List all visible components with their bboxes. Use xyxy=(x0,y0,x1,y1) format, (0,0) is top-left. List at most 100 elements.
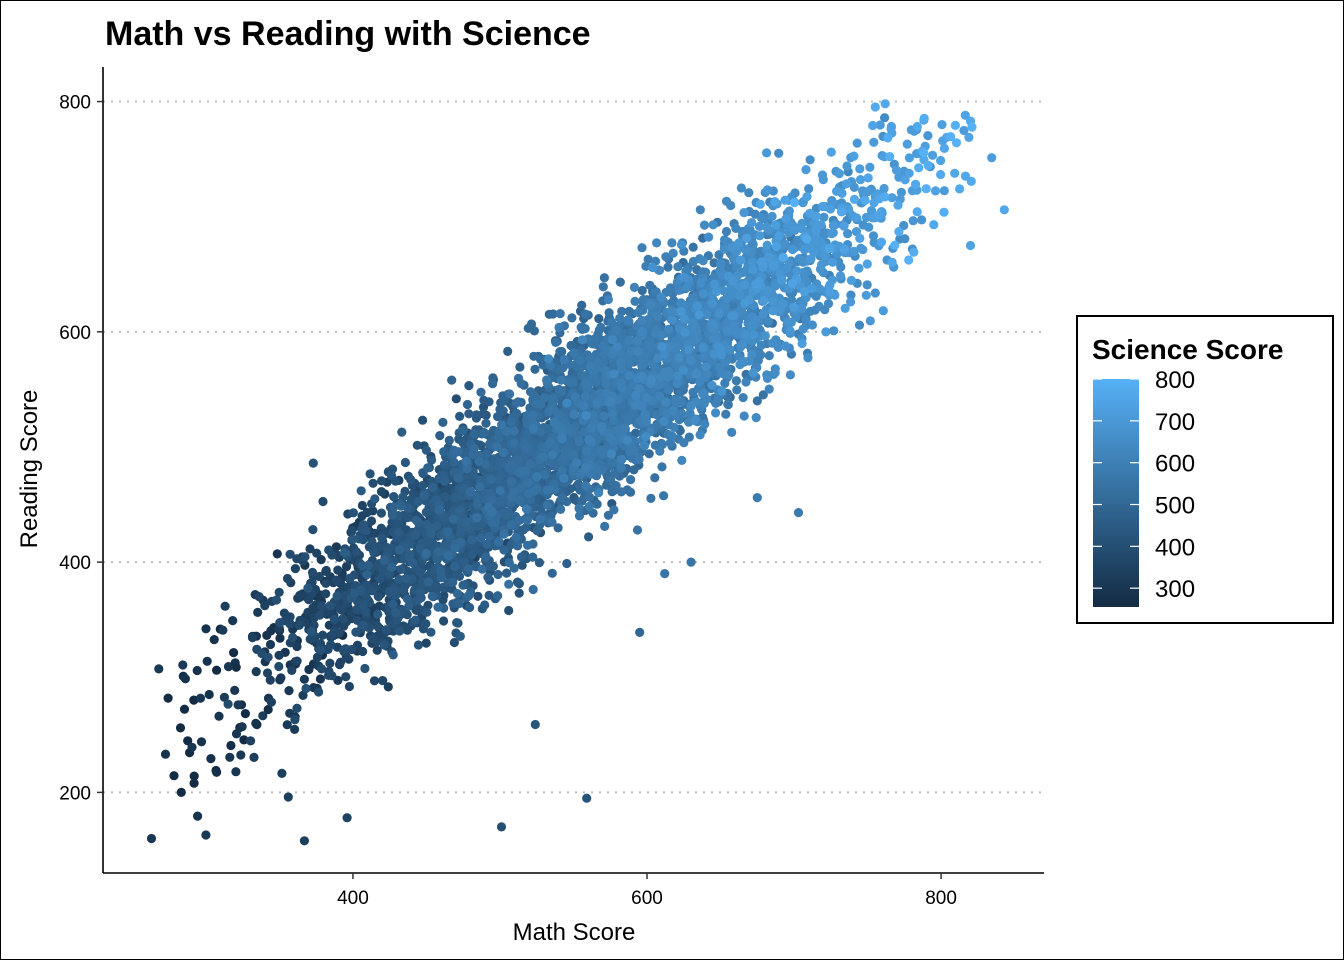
data-point xyxy=(863,173,873,183)
data-point xyxy=(803,353,813,363)
data-point xyxy=(498,396,509,406)
data-point xyxy=(605,432,615,443)
data-point xyxy=(801,314,811,324)
data-point xyxy=(512,577,523,587)
data-point xyxy=(633,346,643,356)
data-point xyxy=(617,454,627,464)
data-point xyxy=(566,340,576,351)
data-point xyxy=(626,346,636,356)
data-point xyxy=(230,658,240,668)
data-point xyxy=(904,153,915,163)
data-point xyxy=(672,379,682,389)
data-point xyxy=(476,533,486,543)
data-point xyxy=(555,347,565,357)
data-point xyxy=(321,589,331,599)
data-point xyxy=(444,551,454,561)
data-point xyxy=(625,335,635,345)
data-point xyxy=(433,602,443,612)
data-point xyxy=(809,235,820,245)
data-point xyxy=(657,342,667,352)
data-point xyxy=(789,302,799,312)
data-point xyxy=(317,664,327,674)
data-point xyxy=(458,425,468,435)
data-point xyxy=(228,616,238,626)
data-point xyxy=(708,321,719,331)
data-point xyxy=(784,206,795,216)
data-point xyxy=(654,265,665,275)
data-point xyxy=(376,487,387,497)
data-point xyxy=(436,573,447,583)
data-point xyxy=(214,711,224,721)
data-point xyxy=(714,308,725,318)
data-point xyxy=(730,324,740,334)
data-point xyxy=(305,544,315,554)
data-point xyxy=(387,562,397,572)
data-point xyxy=(276,673,286,683)
data-point xyxy=(762,285,773,295)
data-point xyxy=(449,445,459,455)
data-point xyxy=(685,355,696,365)
chart-title: Math vs Reading with Science xyxy=(105,15,591,53)
data-point xyxy=(828,257,838,267)
data-point xyxy=(914,163,924,173)
data-point xyxy=(668,405,678,416)
data-point xyxy=(728,276,738,286)
data-point xyxy=(472,513,482,523)
data-point xyxy=(354,534,364,544)
data-point xyxy=(325,658,335,668)
data-point xyxy=(469,444,479,454)
data-point xyxy=(584,532,594,542)
data-point xyxy=(674,353,684,363)
data-point xyxy=(762,240,772,250)
data-point xyxy=(727,427,737,437)
data-point xyxy=(562,558,572,569)
data-point xyxy=(637,285,647,296)
data-point xyxy=(603,294,614,305)
data-point xyxy=(394,518,404,528)
data-point xyxy=(866,206,877,216)
data-point xyxy=(301,683,311,694)
data-point xyxy=(254,592,264,602)
data-point xyxy=(481,552,491,562)
data-point xyxy=(506,520,516,530)
data-point xyxy=(554,410,564,420)
data-point xyxy=(851,227,862,237)
data-point xyxy=(630,296,640,306)
data-point xyxy=(553,523,563,533)
data-point xyxy=(607,335,618,345)
data-point xyxy=(623,315,633,325)
data-point xyxy=(195,693,206,703)
data-point xyxy=(598,447,608,457)
data-point xyxy=(526,319,537,329)
data-point xyxy=(631,390,641,400)
data-point xyxy=(900,175,910,185)
data-point xyxy=(699,352,709,362)
data-point xyxy=(367,586,377,596)
data-point xyxy=(599,411,609,421)
data-point xyxy=(591,349,601,359)
data-point xyxy=(732,385,742,395)
data-point xyxy=(758,390,768,400)
data-point xyxy=(702,310,712,320)
data-point xyxy=(421,548,431,558)
data-point xyxy=(836,262,846,272)
data-point xyxy=(709,349,719,359)
data-point xyxy=(178,660,188,670)
data-point xyxy=(821,327,831,337)
data-point xyxy=(756,213,767,223)
data-point xyxy=(811,226,821,236)
data-point xyxy=(513,541,523,551)
data-point xyxy=(292,554,302,564)
data-point xyxy=(523,478,533,488)
data-point xyxy=(657,462,667,472)
data-point xyxy=(265,639,276,650)
data-point xyxy=(587,422,597,433)
data-point xyxy=(360,663,370,674)
data-point xyxy=(569,348,579,358)
data-point xyxy=(701,362,711,372)
data-point xyxy=(202,656,212,666)
data-point xyxy=(860,195,870,205)
data-point xyxy=(875,120,885,130)
data-point xyxy=(919,113,929,123)
data-point xyxy=(862,280,872,290)
